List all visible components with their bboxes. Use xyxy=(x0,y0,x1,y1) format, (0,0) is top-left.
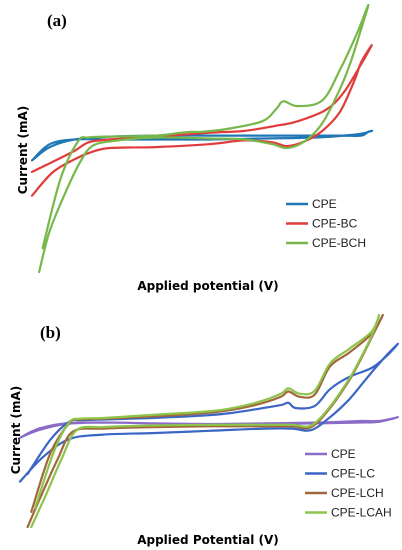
legend-a: CPE CPE-BC CPE-BCH xyxy=(286,197,366,250)
series-line-cpe-lcah xyxy=(30,313,381,529)
series-line-cpe-bc xyxy=(30,43,373,197)
legend-label-cpe: CPE xyxy=(312,197,337,211)
panel-label-a: (a) xyxy=(47,11,67,30)
series-line-cpe-lc xyxy=(18,342,400,483)
legend-label-cpe-bc: CPE-BC xyxy=(312,217,358,231)
legend-label-cpe: CPE xyxy=(331,447,356,461)
series-lines-b xyxy=(18,313,400,529)
x-axis-title-a: Applied potential (V) xyxy=(137,279,278,293)
legend-label-cpe-lcah: CPE-LCAH xyxy=(331,506,392,520)
legend-b: CPE CPE-LC CPE-LCH CPE-LCAH xyxy=(305,447,392,520)
chart-panel-a: (a) Current (mA) Applied potential (V) C… xyxy=(16,3,374,293)
x-axis-title-b: Applied Potential (V) xyxy=(137,533,279,547)
legend-label-cpe-bch: CPE-BCH xyxy=(312,236,366,250)
legend-label-cpe-lc: CPE-LC xyxy=(331,467,375,481)
series-line-cpe-bch xyxy=(38,3,370,274)
legend-label-cpe-lch: CPE-LCH xyxy=(331,486,384,500)
y-axis-title-b: Current (mA) xyxy=(9,386,23,475)
series-lines-a xyxy=(30,3,374,274)
y-axis-title-a: Current (mA) xyxy=(16,106,30,195)
panel-label-b: (b) xyxy=(40,323,61,342)
chart-panel-b: (b) Current (mA) Applied Potential (V) C… xyxy=(9,313,400,547)
series-line-cpe xyxy=(18,416,400,439)
